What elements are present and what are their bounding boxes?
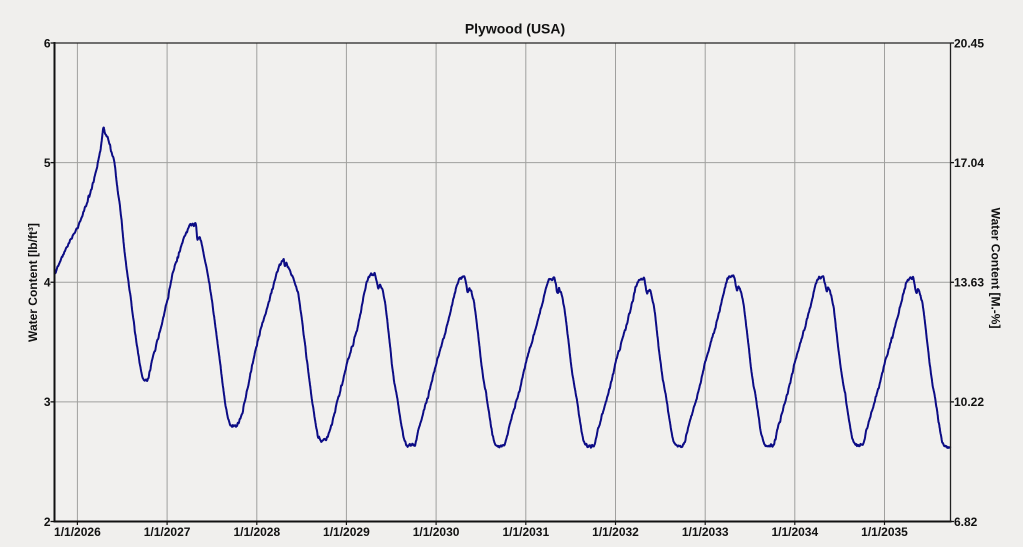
svg-text:1/1/2035: 1/1/2035 [861,525,908,539]
svg-text:1/1/2032: 1/1/2032 [592,525,639,539]
svg-text:Plywood (USA): Plywood (USA) [465,21,565,37]
svg-text:6.82: 6.82 [954,515,978,529]
svg-text:6: 6 [44,36,51,50]
svg-text:1/1/2027: 1/1/2027 [144,525,191,539]
svg-text:1/1/2034: 1/1/2034 [771,525,818,539]
svg-text:13.63: 13.63 [954,276,984,290]
svg-text:20.45: 20.45 [954,36,984,50]
svg-text:1/1/2028: 1/1/2028 [233,525,280,539]
svg-text:1/1/2033: 1/1/2033 [682,525,729,539]
svg-text:Water Content [lb/ft³]: Water Content [lb/ft³] [26,223,40,342]
svg-text:3: 3 [44,395,51,409]
svg-text:1/1/2029: 1/1/2029 [323,525,370,539]
svg-text:1/1/2026: 1/1/2026 [54,525,101,539]
svg-text:17.04: 17.04 [954,156,984,170]
svg-text:4: 4 [44,276,51,290]
svg-text:5: 5 [44,156,51,170]
svg-text:Water Content [M.-%]: Water Content [M.-%] [989,208,1003,329]
svg-text:2: 2 [44,515,51,529]
svg-text:1/1/2031: 1/1/2031 [502,525,549,539]
svg-text:10.22: 10.22 [954,395,984,409]
svg-text:1/1/2030: 1/1/2030 [413,525,460,539]
